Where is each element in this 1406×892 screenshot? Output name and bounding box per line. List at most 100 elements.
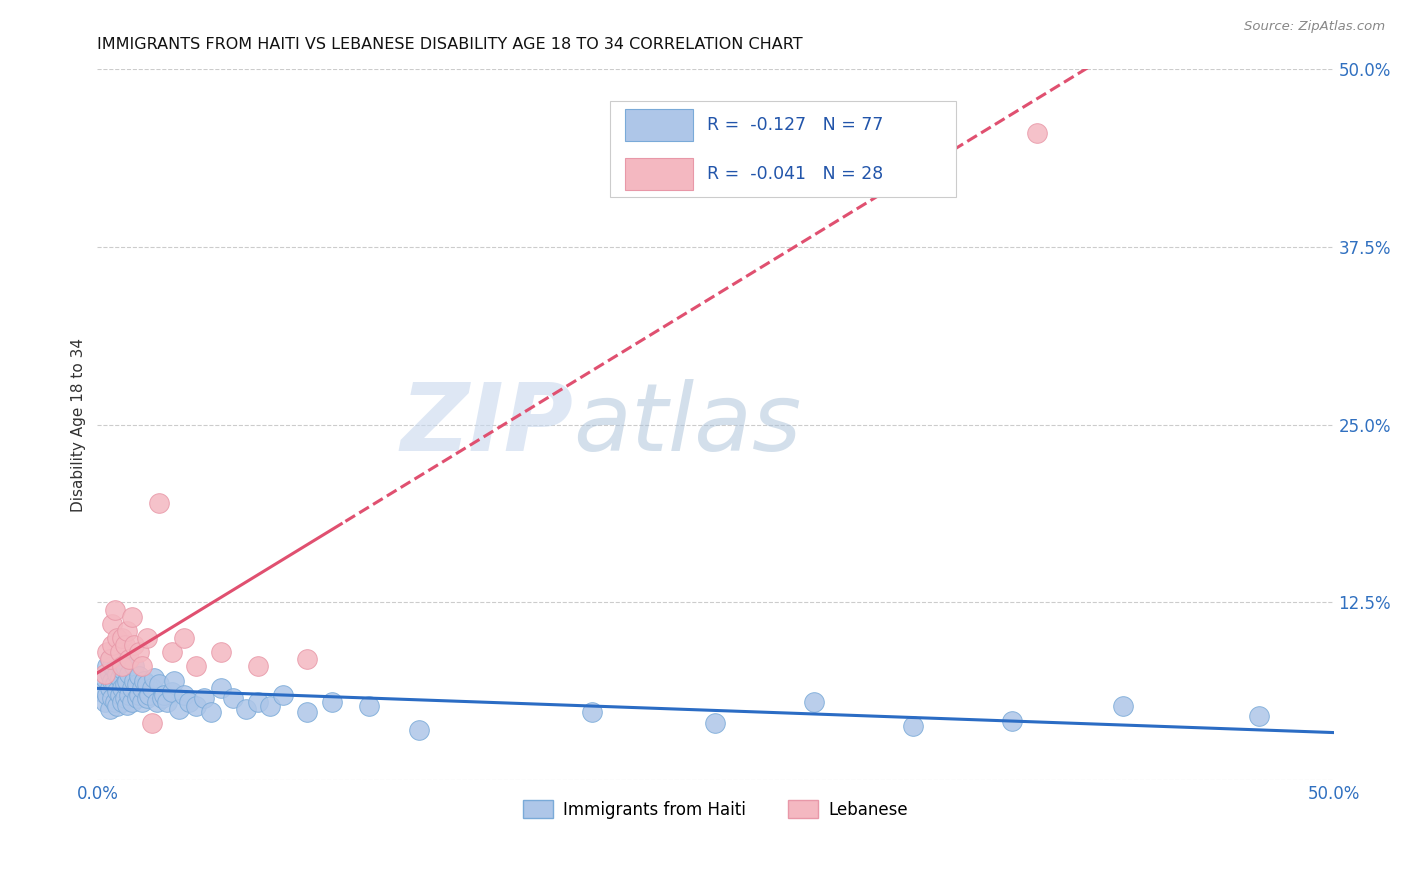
Point	[115, 673, 138, 688]
Point	[121, 681, 143, 695]
Point	[135, 676, 157, 690]
Point	[131, 695, 153, 709]
Point	[118, 688, 141, 702]
Point	[145, 695, 167, 709]
Point	[115, 624, 138, 638]
Point	[803, 695, 825, 709]
Point	[581, 705, 603, 719]
Point	[104, 662, 127, 676]
Point	[141, 716, 163, 731]
Point	[704, 716, 727, 731]
Point	[153, 688, 176, 702]
Point	[209, 645, 232, 659]
FancyBboxPatch shape	[626, 158, 693, 190]
Point	[101, 659, 124, 673]
Point	[128, 669, 150, 683]
Point	[101, 690, 124, 705]
Point	[247, 659, 270, 673]
Point	[104, 676, 127, 690]
Point	[108, 671, 131, 685]
Point	[173, 688, 195, 702]
Text: atlas: atlas	[574, 379, 801, 470]
Text: R =  -0.041   N = 28: R = -0.041 N = 28	[707, 165, 883, 183]
Point	[118, 666, 141, 681]
Point	[125, 690, 148, 705]
Point	[91, 685, 114, 699]
Point	[148, 676, 170, 690]
Point	[111, 695, 134, 709]
Point	[104, 695, 127, 709]
Point	[1112, 699, 1135, 714]
Point	[105, 631, 128, 645]
Point	[111, 631, 134, 645]
Point	[98, 652, 121, 666]
Point	[124, 638, 146, 652]
Point	[297, 652, 319, 666]
Point	[96, 688, 118, 702]
Point	[141, 681, 163, 695]
Point	[101, 673, 124, 688]
Point	[271, 688, 294, 702]
Point	[143, 671, 166, 685]
Point	[108, 688, 131, 702]
Point	[98, 666, 121, 681]
Point	[111, 681, 134, 695]
Point	[222, 690, 245, 705]
Point	[96, 645, 118, 659]
Point	[1001, 714, 1024, 728]
Point	[150, 690, 173, 705]
Point	[114, 676, 136, 690]
Point	[98, 652, 121, 666]
Point	[128, 645, 150, 659]
Point	[209, 681, 232, 695]
Point	[105, 666, 128, 681]
Point	[105, 699, 128, 714]
Point	[101, 638, 124, 652]
Point	[111, 659, 134, 673]
Point	[131, 659, 153, 673]
Point	[297, 705, 319, 719]
Point	[200, 705, 222, 719]
Point	[193, 690, 215, 705]
Point	[114, 690, 136, 705]
Text: Source: ZipAtlas.com: Source: ZipAtlas.com	[1244, 20, 1385, 33]
Point	[108, 645, 131, 659]
Point	[118, 652, 141, 666]
Point	[124, 659, 146, 673]
Point	[128, 688, 150, 702]
Point	[98, 702, 121, 716]
Point	[247, 695, 270, 709]
Point	[1025, 126, 1047, 140]
Point	[125, 676, 148, 690]
Point	[259, 699, 281, 714]
Point	[121, 695, 143, 709]
Point	[186, 659, 208, 673]
Point	[321, 695, 343, 709]
Point	[1249, 709, 1271, 723]
Point	[94, 695, 117, 709]
Point	[115, 698, 138, 712]
Text: IMMIGRANTS FROM HAITI VS LEBANESE DISABILITY AGE 18 TO 34 CORRELATION CHART: IMMIGRANTS FROM HAITI VS LEBANESE DISABI…	[97, 37, 803, 53]
Point	[163, 673, 186, 688]
Point	[177, 695, 200, 709]
Legend: Immigrants from Haiti, Lebanese: Immigrants from Haiti, Lebanese	[516, 793, 914, 825]
Point	[408, 723, 430, 738]
Point	[160, 685, 183, 699]
Point	[167, 702, 190, 716]
Point	[114, 659, 136, 673]
Point	[135, 631, 157, 645]
Point	[124, 673, 146, 688]
Point	[235, 702, 257, 716]
Point	[173, 631, 195, 645]
Point	[121, 609, 143, 624]
Point	[94, 671, 117, 685]
Text: ZIP: ZIP	[401, 378, 574, 470]
Point	[186, 699, 208, 714]
Point	[104, 602, 127, 616]
Point	[108, 657, 131, 671]
Text: R =  -0.127   N = 77: R = -0.127 N = 77	[707, 116, 883, 135]
Point	[138, 688, 160, 702]
Point	[131, 681, 153, 695]
FancyBboxPatch shape	[610, 101, 956, 197]
Point	[105, 683, 128, 698]
